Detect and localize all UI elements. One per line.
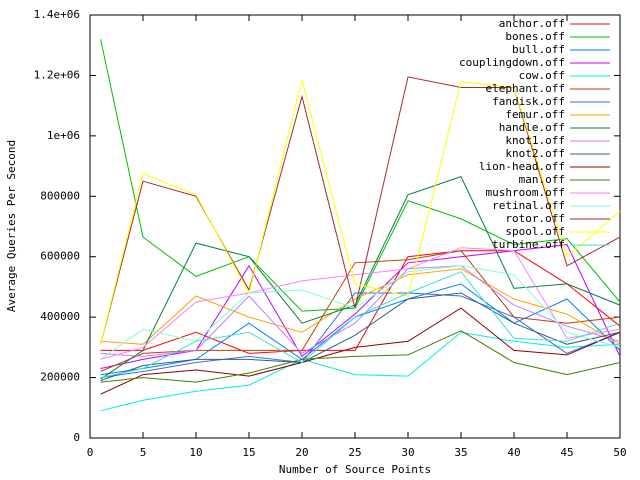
legend-label: man.off: [519, 173, 565, 186]
series-line: [100, 250, 621, 372]
y-tick-label: 0: [73, 431, 80, 444]
x-tick-label: 30: [401, 446, 414, 459]
series-line: [100, 175, 621, 380]
y-tick-label: 200000: [40, 371, 80, 384]
series-line: [100, 307, 621, 395]
x-tick-label: 10: [189, 446, 202, 459]
x-axis-label: Number of Source Points: [279, 463, 431, 476]
legend-label: anchor.off: [499, 17, 565, 30]
y-tick-label: 800000: [40, 189, 80, 202]
series-line: [100, 292, 621, 379]
legend-label: spool.off: [505, 225, 565, 238]
x-tick-label: 15: [242, 446, 255, 459]
series-line: [100, 265, 621, 357]
x-tick-label: 35: [454, 446, 467, 459]
y-tick-label: 400000: [40, 310, 80, 323]
legend-label: mushroom.off: [486, 186, 565, 199]
legend-label: lion-head.off: [479, 160, 565, 173]
x-tick-label: 0: [87, 446, 94, 459]
legend-label: elephant.off: [486, 82, 565, 95]
series-line: [100, 247, 621, 360]
series-line: [100, 79, 621, 345]
x-tick-label: 40: [507, 446, 520, 459]
series-line: [100, 271, 621, 379]
x-tick-label: 25: [348, 446, 361, 459]
x-tick-label: 50: [613, 446, 626, 459]
y-axis-label: Average Queries Per Second: [5, 140, 18, 312]
legend-label: cow.off: [519, 69, 565, 82]
x-tick-label: 45: [560, 446, 573, 459]
series-line: [100, 292, 621, 382]
y-tick-label: 1.2e+06: [34, 68, 80, 81]
series-line: [100, 331, 621, 412]
x-tick-label: 5: [140, 446, 147, 459]
legend-label: retinal.off: [492, 199, 565, 212]
legend-label: knot1.off: [505, 134, 565, 147]
legend-label: bull.off: [512, 43, 565, 56]
legend-label: couplingdown.off: [459, 56, 565, 69]
legend-label: rotor.off: [505, 212, 565, 225]
y-tick-label: 1e+06: [47, 129, 80, 142]
legend-label: knot2.off: [505, 147, 565, 160]
x-tick-label: 20: [295, 446, 308, 459]
series-line: [100, 244, 621, 369]
series-line: [100, 250, 621, 354]
series-line: [100, 76, 621, 345]
legend-label: handle.off: [499, 121, 565, 134]
legend-label: fandisk.off: [492, 95, 565, 108]
y-tick-label: 600000: [40, 250, 80, 263]
series-line: [100, 268, 621, 345]
legend-label: turbine.off: [492, 238, 565, 251]
series-line: [100, 330, 621, 383]
legend-label: femur.off: [505, 108, 565, 121]
y-tick-label: 1.4e+06: [34, 8, 80, 21]
legend-label: bones.off: [505, 30, 565, 43]
